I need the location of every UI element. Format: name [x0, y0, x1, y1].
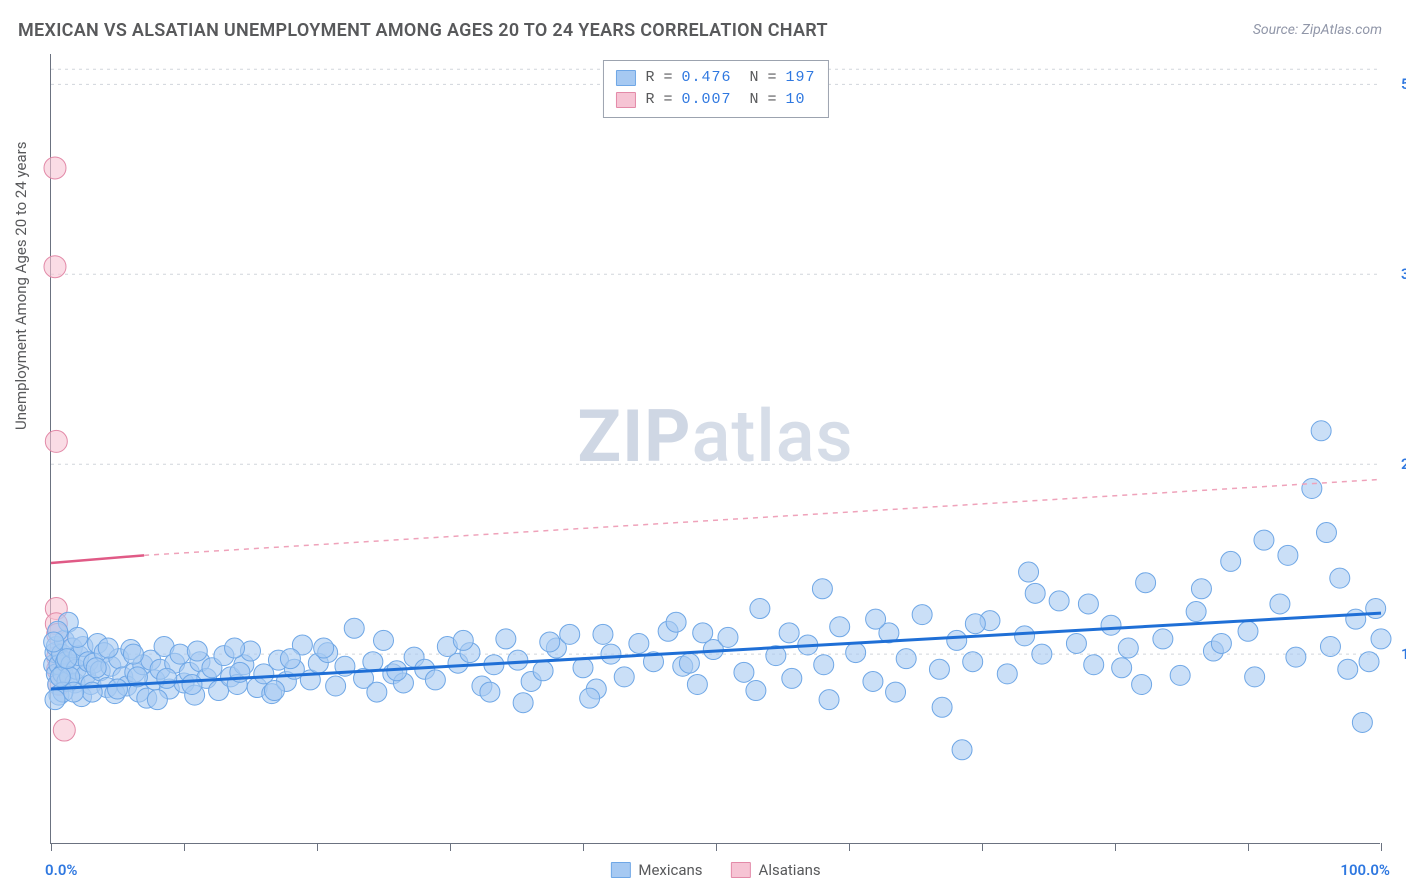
x-tick: [51, 843, 52, 851]
y-tick-label: 37.5%: [1401, 265, 1406, 283]
x-tick: [1381, 843, 1382, 851]
source-attribution: Source: ZipAtlas.com: [1253, 22, 1382, 38]
x-tick: [716, 843, 717, 851]
legend-label-mexicans: Mexicans: [638, 861, 702, 879]
correlation-row: R = 0.476 N = 197: [615, 67, 815, 89]
trendline-layer: [51, 54, 1380, 843]
x-tick: [982, 843, 983, 851]
chart-container: MEXICAN VS ALSATIAN UNEMPLOYMENT AMONG A…: [0, 0, 1406, 892]
x-tick: [849, 843, 850, 851]
legend-item-mexicans: Mexicans: [610, 861, 702, 879]
swatch-mexicans: [610, 862, 630, 878]
y-axis-label: Unemployment Among Ages 20 to 24 years: [12, 142, 30, 430]
x-tick: [1248, 843, 1249, 851]
x-axis-max-label: 100.0%: [1340, 861, 1390, 879]
correlation-swatch: [615, 70, 635, 86]
legend-label-alsatians: Alsatians: [759, 861, 821, 879]
x-tick: [583, 843, 584, 851]
series-legend: Mexicans Alsatians: [610, 861, 820, 879]
correlation-swatch: [615, 92, 635, 108]
correlation-legend: R = 0.476 N = 197R = 0.007 N = 10: [602, 60, 828, 118]
swatch-alsatians: [731, 862, 751, 878]
x-tick: [450, 843, 451, 851]
chart-title: MEXICAN VS ALSATIAN UNEMPLOYMENT AMONG A…: [18, 20, 828, 41]
y-tick-label: 25.0%: [1401, 455, 1406, 473]
y-tick-label: 50.0%: [1401, 75, 1406, 93]
y-tick-label: 12.5%: [1401, 645, 1406, 663]
legend-item-alsatians: Alsatians: [731, 861, 821, 879]
x-tick: [1115, 843, 1116, 851]
x-tick: [184, 843, 185, 851]
correlation-text: R = 0.007 N = 10: [645, 89, 805, 111]
x-axis-min-label: 0.0%: [45, 861, 77, 879]
plot-area: ZIPatlas R = 0.476 N = 197R = 0.007 N = …: [50, 54, 1380, 844]
correlation-row: R = 0.007 N = 10: [615, 89, 815, 111]
correlation-text: R = 0.476 N = 197: [645, 67, 815, 89]
x-tick: [317, 843, 318, 851]
